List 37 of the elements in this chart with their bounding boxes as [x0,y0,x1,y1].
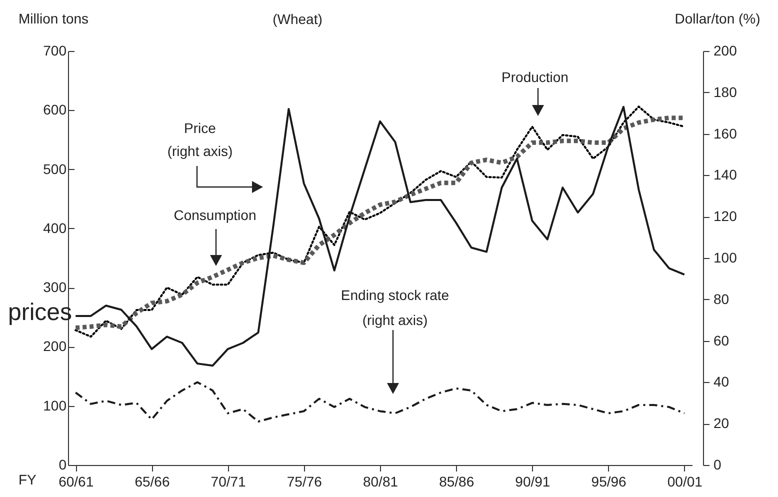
y2-tick-label: 200 [714,42,738,58]
y-tick-label: 300 [43,279,67,296]
x-tick-label: 95/96 [591,474,627,490]
y2-tick-label: 0 [714,456,722,472]
y2-tick-label: 140 [714,166,738,183]
y-tick-label: 100 [43,397,67,414]
x-tick-label: 90/91 [515,474,550,490]
x-tick-label: 85/86 [439,474,474,490]
y-tick-label: 400 [43,220,67,236]
x-tick-label: 75/76 [286,474,322,490]
annotation: Consumption [174,207,256,223]
annotation: Price (right axis) [167,120,233,159]
y2-tick-label: 160 [714,125,738,142]
y-axis-title: Million tons [18,10,89,26]
y2-tick-label: 20 [714,415,730,432]
x-axis-title: FY [18,472,38,488]
y2-tick-label: 40 [714,374,730,390]
y-tick-label: 600 [43,102,67,118]
y2-tick-label: 120 [714,208,738,224]
annotation: Ending stock rate (right axis) [340,287,450,328]
y2-tick-label: 100 [714,250,738,266]
line-series [74,381,686,423]
x-tick-label: 00/01 [667,474,703,490]
x-tick-label: 80/81 [362,474,398,490]
y2-tick-label: 180 [714,84,738,100]
chart-title: (Wheat) [272,11,322,27]
x-tick-label: 60/61 [58,474,94,490]
y2-axis-title: Dollar/ton (%) [674,10,760,26]
y-tick-label: 700 [43,42,67,58]
y-tick-label: 500 [43,160,67,177]
y-tick-label: 200 [43,338,67,354]
annotation: Production [502,69,568,85]
y-tick-label: 0 [58,456,67,472]
x-tick-label: 70/71 [210,474,246,490]
y2-tick-label: 60 [714,332,730,348]
x-tick-label: 65/66 [134,474,170,490]
y2-tick-label: 80 [714,290,730,307]
